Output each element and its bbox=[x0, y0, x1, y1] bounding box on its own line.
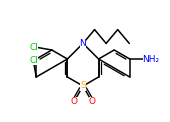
Text: NH₂: NH₂ bbox=[142, 55, 160, 63]
Text: N: N bbox=[80, 39, 86, 48]
Text: O: O bbox=[71, 97, 78, 106]
Text: S: S bbox=[80, 81, 86, 91]
Text: Cl: Cl bbox=[29, 56, 38, 65]
Text: Cl: Cl bbox=[29, 43, 38, 52]
Text: O: O bbox=[89, 97, 96, 106]
